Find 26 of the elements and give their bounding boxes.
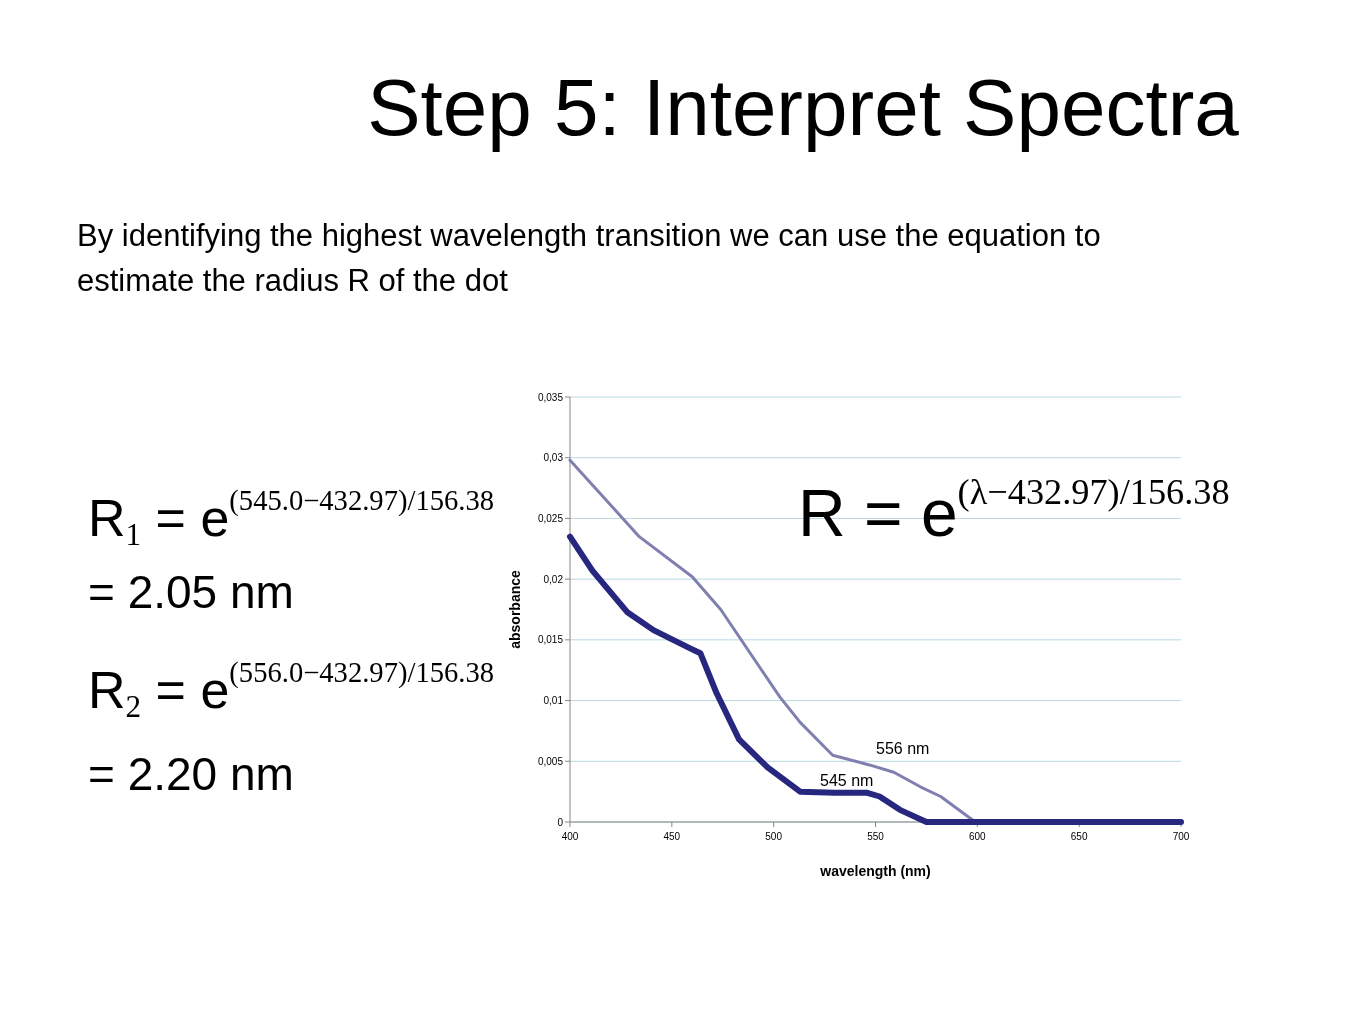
annotation: 545 nm — [820, 772, 874, 789]
y-tick-label: 0,02 — [543, 573, 564, 585]
x-axis-title: wavelength (nm) — [819, 863, 931, 879]
annotation: R = e$^{(λ−432.97)/156.38}$ — [798, 471, 1230, 550]
x-tick-label: 650 — [1070, 831, 1088, 842]
x-tick-label: 700 — [1172, 831, 1190, 842]
text: = 2.05 nm — [88, 566, 294, 618]
x-tick-label: 550 — [867, 831, 885, 842]
y-tick-label: 0,035 — [537, 391, 564, 403]
text: = 2.20 nm — [88, 748, 294, 800]
x-tick-label: 600 — [968, 831, 987, 842]
x-tick-label: 450 — [663, 831, 681, 842]
y-tick-label: 0,025 — [537, 512, 564, 524]
x-tick-label: 500 — [765, 831, 783, 842]
y-tick-label: 0,005 — [537, 755, 564, 767]
chart-title: Step 5: Interpret Spectra — [367, 63, 1240, 152]
chart-subtitle: By identifying the highest wavelength transition we can use the equation to estimate the radius R of the dot — [77, 217, 1102, 300]
y-tick-label: 0,01 — [543, 695, 564, 707]
text: R$_{1}$ = e$^{(545.0−432.97)/156.38}$ — [88, 484, 495, 553]
x-tick-label: 400 — [561, 831, 579, 842]
y-tick-label: 0,015 — [537, 634, 564, 646]
y-axis-title: absorbance — [507, 570, 523, 649]
y-tick-label: 0 — [557, 816, 564, 828]
annotation: 556 nm — [876, 740, 930, 757]
text: R$_{2}$ = e$^{(556.0−432.97)/156.38}$ — [88, 656, 495, 725]
y-tick-label: 0,03 — [543, 452, 564, 464]
